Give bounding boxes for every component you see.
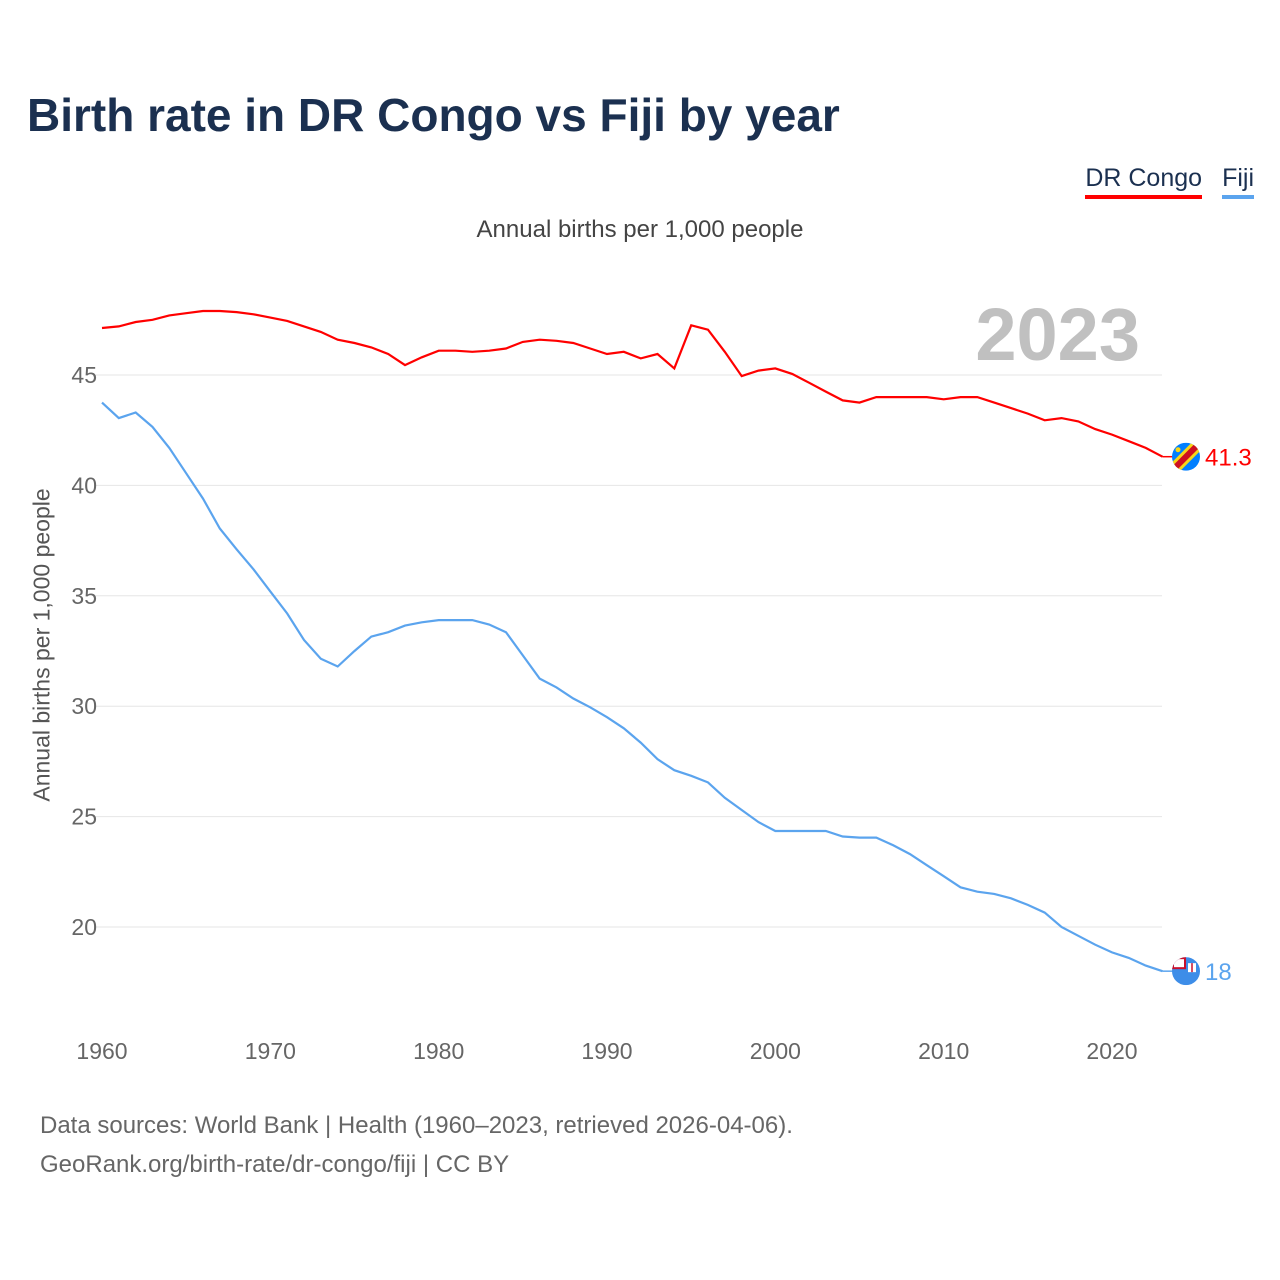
x-tick-label: 1960	[76, 1038, 127, 1064]
dr-congo-flag-icon	[1172, 442, 1200, 471]
x-tick-label: 1970	[245, 1038, 296, 1064]
x-tick-label: 2010	[918, 1038, 969, 1064]
end-value-label: 41.3	[1205, 445, 1252, 472]
y-tick-label: 25	[71, 804, 97, 830]
fiji-flag-icon	[1172, 957, 1200, 986]
legend-dr-congo[interactable]: DR Congo	[1085, 164, 1203, 199]
end-value-label: 18	[1205, 959, 1232, 986]
y-tick-label: 20	[71, 914, 97, 940]
series-line-fiji	[101, 401, 1163, 973]
x-tick-label: 2000	[750, 1038, 801, 1064]
source-line-2[interactable]: GeoRank.org/birth-rate/dr-congo/fiji | C…	[40, 1151, 510, 1178]
y-tick-label: 45	[71, 362, 97, 388]
legend-fiji[interactable]: Fiji	[1222, 164, 1254, 199]
year-watermark: 2023	[975, 293, 1140, 376]
series-line-dr-congo	[101, 309, 1164, 458]
x-tick-label: 1980	[413, 1038, 464, 1064]
chart-subtitle: Annual births per 1,000 people	[476, 216, 804, 243]
x-tick-label: 2020	[1086, 1038, 1137, 1064]
y-tick-label: 30	[71, 693, 97, 719]
source-line-1: Data sources: World Bank | Health (1960–…	[40, 1112, 793, 1139]
y-tick-label: 35	[71, 583, 97, 609]
y-tick-label: 40	[71, 472, 97, 498]
legend: DR Congo Fiji	[1085, 164, 1254, 199]
chart-title: Birth rate in DR Congo vs Fiji by year	[27, 89, 840, 141]
x-tick-label: 1990	[581, 1038, 632, 1064]
source-note: Data sources: World Bank | Health (1960–…	[40, 1106, 793, 1184]
